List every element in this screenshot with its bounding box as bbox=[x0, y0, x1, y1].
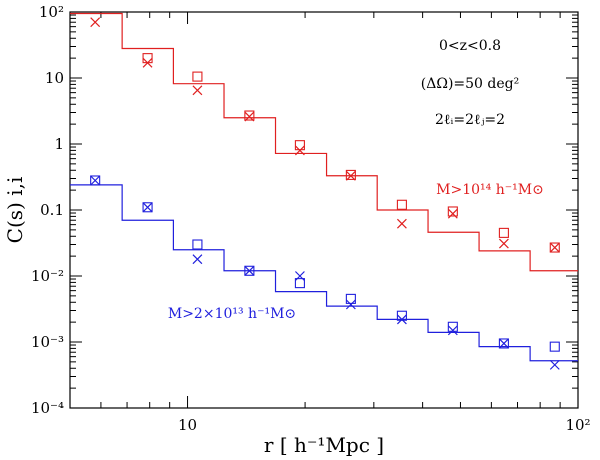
y-tick-label: 10⁻² bbox=[31, 267, 64, 285]
cross-marker bbox=[396, 218, 407, 229]
square-marker bbox=[549, 242, 560, 253]
step-line bbox=[70, 184, 578, 362]
cross-marker bbox=[498, 238, 509, 249]
cross-marker bbox=[396, 314, 407, 325]
plot-frame bbox=[69, 11, 579, 409]
square-marker bbox=[142, 202, 153, 213]
cross-marker bbox=[192, 254, 203, 265]
square-marker bbox=[396, 199, 407, 210]
square-marker bbox=[244, 265, 255, 276]
cross-marker bbox=[447, 208, 458, 219]
series-label: M>2×10¹³ h⁻¹M⊙ bbox=[168, 306, 296, 322]
cross-marker bbox=[90, 175, 101, 186]
square-marker bbox=[294, 140, 305, 151]
square-marker bbox=[345, 169, 356, 180]
y-tick-label: 1 bbox=[54, 135, 64, 153]
y-tick-label: 10² bbox=[39, 3, 64, 21]
axis-ticks-group bbox=[69, 11, 579, 409]
square-marker bbox=[244, 110, 255, 121]
annotation-text: 2ℓᵢ=2ℓⱼ=2 bbox=[435, 112, 505, 128]
cross-marker bbox=[498, 338, 509, 349]
annotation-text: (ΔΩ)=50 deg² bbox=[421, 76, 519, 92]
cross-marker bbox=[244, 265, 255, 276]
square-marker bbox=[192, 239, 203, 250]
labels-group: 10 10² 10² 10 1 0.1 10⁻² 10⁻³ 10⁻⁴ r [ h⁻¹Mpc ] C(… bbox=[3, 3, 591, 457]
x-axis-title: r [ h⁻¹Mpc ] bbox=[264, 433, 384, 457]
series-group bbox=[70, 12, 578, 370]
cross-marker bbox=[447, 325, 458, 336]
cross-marker bbox=[244, 111, 255, 122]
series-1 bbox=[70, 175, 578, 370]
y-axis-title: C(s) i,i bbox=[3, 177, 27, 244]
y-tick-label: 10⁻³ bbox=[31, 333, 64, 351]
annotation-text: 0<z<0.8 bbox=[439, 38, 501, 54]
cross-marker bbox=[90, 17, 101, 28]
square-marker bbox=[142, 53, 153, 64]
x-tick-label: 10 bbox=[178, 416, 197, 434]
square-marker bbox=[498, 227, 509, 238]
square-marker bbox=[447, 206, 458, 217]
square-marker bbox=[90, 175, 101, 186]
cross-marker bbox=[192, 85, 203, 96]
cross-marker bbox=[345, 299, 356, 310]
plot-frame-group bbox=[69, 11, 579, 409]
cross-marker bbox=[549, 359, 560, 370]
square-marker bbox=[498, 338, 509, 349]
step-line bbox=[70, 12, 578, 272]
cross-marker bbox=[142, 57, 153, 68]
square-marker bbox=[192, 71, 203, 82]
cross-marker bbox=[345, 170, 356, 181]
square-marker bbox=[447, 321, 458, 332]
cross-marker bbox=[294, 145, 305, 156]
square-marker bbox=[345, 293, 356, 304]
y-tick-label: 10⁻⁴ bbox=[31, 399, 64, 417]
square-marker bbox=[294, 278, 305, 289]
x-tick-label: 10² bbox=[565, 416, 590, 434]
cross-marker bbox=[294, 271, 305, 281]
square-marker bbox=[549, 341, 560, 352]
y-tick-label: 0.1 bbox=[40, 201, 64, 219]
cross-marker bbox=[549, 242, 560, 253]
series-label: M>10¹⁴ h⁻¹M⊙ bbox=[436, 182, 544, 198]
series-0 bbox=[70, 12, 578, 272]
cross-marker bbox=[142, 202, 153, 213]
y-tick-label: 10 bbox=[45, 69, 64, 87]
